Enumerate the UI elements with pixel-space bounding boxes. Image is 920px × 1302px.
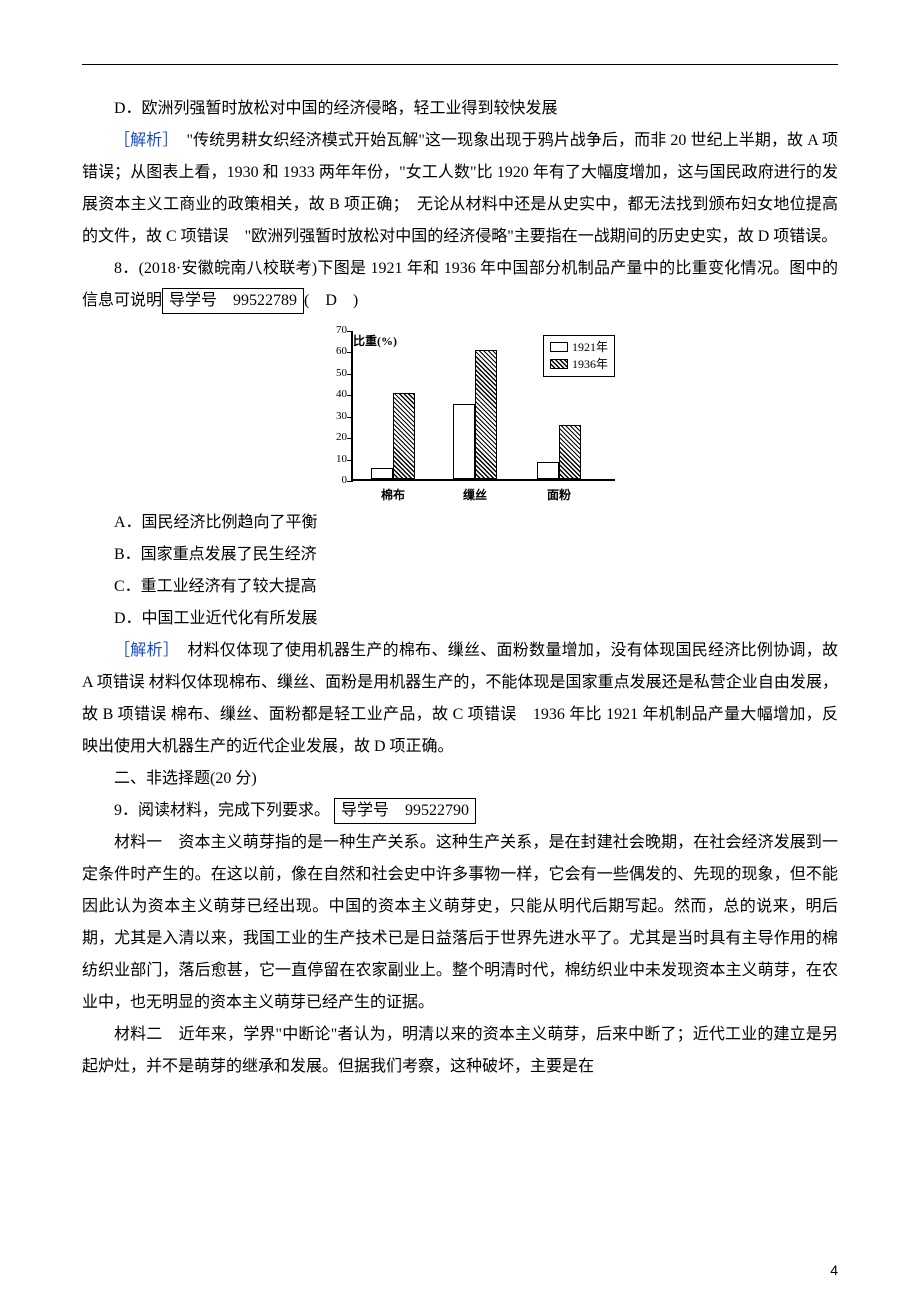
y-tick-label: 40 bbox=[319, 389, 347, 400]
y-tick-label: 60 bbox=[319, 346, 347, 357]
x-axis-line bbox=[351, 479, 615, 481]
analysis-label: ［解析］ bbox=[114, 132, 170, 149]
y-tick-label: 10 bbox=[319, 454, 347, 465]
y-tick-label: 30 bbox=[319, 411, 347, 422]
y-tick bbox=[347, 374, 353, 375]
q7-analysis: ［解析］ "传统男耕女织经济模式开始瓦解"这一现象出现于鸦片战争后，而非 20 … bbox=[82, 125, 838, 253]
q8-option-d: D．中国工业近代化有所发展 bbox=[82, 603, 838, 635]
material-2-label: 材料二 bbox=[114, 1026, 162, 1043]
analysis-label: ［解析］ bbox=[114, 642, 171, 659]
y-tick bbox=[347, 460, 353, 461]
bar bbox=[393, 393, 415, 479]
study-id-box: 导学号 99522789 bbox=[162, 288, 304, 314]
material-2-body: 近年来，学界"中断论"者认为，明清以来的资本主义萌芽，后来中断了；近代工业的建立… bbox=[82, 1026, 838, 1075]
bar bbox=[371, 468, 393, 479]
q8-option-a: A．国民经济比例趋向了平衡 bbox=[82, 507, 838, 539]
bar bbox=[537, 462, 559, 479]
legend-label-1936: 1936年 bbox=[572, 356, 608, 373]
q8-analysis: ［解析］ 材料仅体现了使用机器生产的棉布、缫丝、面粉数量增加，没有体现国民经济比… bbox=[82, 635, 838, 763]
top-rule bbox=[82, 64, 838, 65]
page: D．欧洲列强暂时放松对中国的经济侵略，轻工业得到较快发展 ［解析］ "传统男耕女… bbox=[0, 0, 920, 1302]
section-2-heading: 二、非选择题(20 分) bbox=[82, 763, 838, 795]
chart-legend: 1921年 1936年 bbox=[543, 335, 615, 377]
y-tick bbox=[347, 481, 353, 482]
q8-option-b: B．国家重点发展了民生经济 bbox=[82, 539, 838, 571]
analysis-text: 材料仅体现了使用机器生产的棉布、缫丝、面粉数量增加，没有体现国民经济比例协调，故… bbox=[82, 642, 838, 755]
category-label: 棉布 bbox=[363, 489, 423, 501]
bar-chart: 比重(%) 1921年 1936年 010203040506070棉布缫丝面粉 bbox=[305, 331, 615, 501]
study-id-box: 导学号 99522790 bbox=[334, 798, 476, 824]
y-tick-label: 50 bbox=[319, 368, 347, 379]
y-tick bbox=[347, 438, 353, 439]
q8-stem: 8．(2018·安徽皖南八校联考)下图是 1921 年和 1936 年中国部分机… bbox=[82, 253, 838, 317]
legend-row-1921: 1921年 bbox=[550, 339, 608, 356]
y-tick bbox=[347, 331, 353, 332]
legend-row-1936: 1936年 bbox=[550, 356, 608, 373]
bar bbox=[559, 425, 581, 479]
material-1: 材料一 资本主义萌芽指的是一种生产关系。这种生产关系，是在封建社会晚期，在社会经… bbox=[82, 827, 838, 1019]
q8-answer-key: ( D ) bbox=[304, 292, 358, 309]
legend-swatch-1936 bbox=[550, 359, 568, 369]
analysis-text: "传统男耕女织经济模式开始瓦解"这一现象出现于鸦片战争后，而非 20 世纪上半期… bbox=[82, 132, 838, 245]
bar bbox=[453, 404, 475, 479]
legend-label-1921: 1921年 bbox=[572, 339, 608, 356]
y-axis-line bbox=[351, 331, 353, 481]
bar bbox=[475, 350, 497, 479]
y-tick-label: 70 bbox=[319, 325, 347, 336]
y-tick bbox=[347, 395, 353, 396]
q8-option-c: C．重工业经济有了较大提高 bbox=[82, 571, 838, 603]
chart-plot-area: 1921年 1936年 010203040506070棉布缫丝面粉 bbox=[305, 331, 615, 501]
category-label: 缫丝 bbox=[445, 489, 505, 501]
material-1-body: 资本主义萌芽指的是一种生产关系。这种生产关系，是在封建社会晚期，在社会经济发展到… bbox=[82, 834, 838, 1011]
q9-stem-text: 9．阅读材料，完成下列要求。 bbox=[114, 802, 330, 819]
y-tick bbox=[347, 417, 353, 418]
material-2: 材料二 近年来，学界"中断论"者认为，明清以来的资本主义萌芽，后来中断了；近代工… bbox=[82, 1019, 838, 1083]
q9-stem: 9．阅读材料，完成下列要求。 导学号 99522790 bbox=[82, 795, 838, 827]
material-1-label: 材料一 bbox=[114, 834, 162, 851]
q7-option-d: D．欧洲列强暂时放松对中国的经济侵略，轻工业得到较快发展 bbox=[82, 93, 838, 125]
y-tick-label: 20 bbox=[319, 432, 347, 443]
page-number: 4 bbox=[830, 1256, 838, 1284]
y-tick-label: 0 bbox=[319, 475, 347, 486]
y-tick bbox=[347, 352, 353, 353]
legend-swatch-1921 bbox=[550, 342, 568, 352]
category-label: 面粉 bbox=[529, 489, 589, 501]
